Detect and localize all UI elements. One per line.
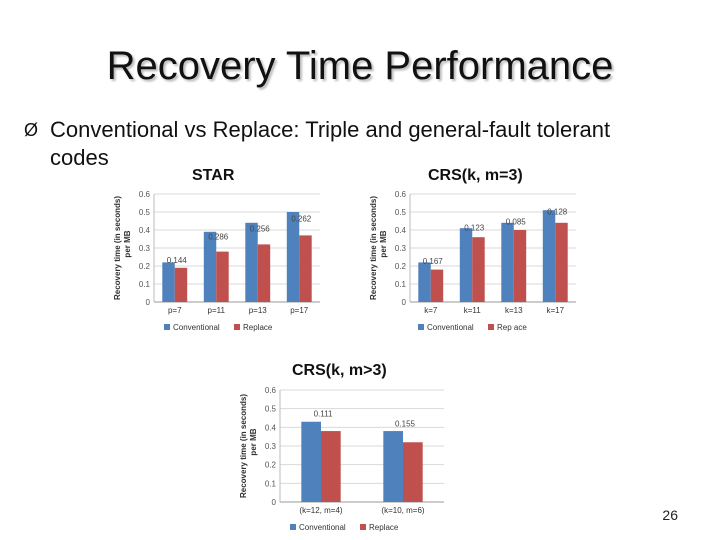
bar-conventional	[286, 212, 300, 302]
slide-title: Recovery Time Performance	[106, 44, 614, 88]
bar-conventional	[203, 231, 217, 302]
chart-svg: 0 0.1 0.2 0.3 0.4 0.5 0.6 Recovery time (in sec…	[239, 386, 444, 532]
y-tick-label: 0.2	[265, 461, 277, 470]
bar-conventional	[383, 431, 403, 502]
page-number: 26	[662, 507, 678, 523]
y-tick-label: 0.3	[139, 244, 151, 253]
legend-label: Rep ace	[497, 323, 527, 332]
y-axis-label-unit: per MB	[249, 428, 258, 455]
chart-crs-m3: 0 0.1 0.2 0.3 0.4 0.5 0.6 Recovery time (in sec…	[364, 184, 582, 336]
y-tick-label: 0.1	[395, 280, 407, 289]
x-tick-label: p=17	[290, 306, 309, 315]
y-tick-label: 0.5	[139, 208, 151, 217]
y-tick-label: 0	[146, 298, 151, 307]
y-tick-label: 0.5	[265, 405, 277, 414]
bar-annotation: 0.144	[167, 256, 188, 265]
chart-svg: 0 0.1 0.2 0.3 0.4 0.5 0.6 Recovery time (in sec…	[369, 190, 576, 332]
y-tick-label: 0.4	[139, 226, 151, 235]
y-tick-label: 0	[402, 298, 407, 307]
bar-replace	[257, 244, 271, 302]
y-axis-label: Recovery time (in seconds)	[369, 196, 378, 300]
chart-crs-mgt3: 0 0.1 0.2 0.3 0.4 0.5 0.6 Recovery time (in sec…	[234, 380, 450, 536]
bar-annotation: 0.111	[314, 409, 333, 418]
x-tick-label: k=17	[546, 306, 564, 315]
x-tick-label: p=7	[168, 306, 182, 315]
bar-conventional	[501, 222, 514, 302]
legend-swatch	[234, 324, 240, 330]
chart-svg: 0 0.1 0.2 0.3 0.4 0.5 0.6 Recovery time (in sec…	[113, 190, 320, 332]
bar-annotation: 0.128	[547, 208, 568, 217]
legend-label: Conventional	[427, 323, 474, 332]
y-tick-label: 0.5	[395, 208, 407, 217]
y-tick-label: 0.6	[395, 190, 407, 199]
x-tick-label: k=7	[424, 306, 438, 315]
x-tick-label: (k=12, m=4)	[299, 506, 342, 515]
arrow-bullet-icon: Ø	[24, 120, 39, 140]
y-tick-label: 0.4	[265, 423, 277, 432]
bar-conventional	[245, 222, 258, 302]
y-tick-label: 0.1	[265, 479, 277, 488]
legend-label: Conventional	[299, 523, 346, 532]
y-axis-label-unit: per MB	[379, 230, 388, 257]
y-tick-label: 0.1	[139, 280, 151, 289]
bar-replace	[472, 237, 485, 302]
bar-replace	[403, 442, 423, 502]
bar-replace	[216, 251, 229, 302]
bar-annotation: 0.262	[291, 215, 312, 224]
x-tick-label: (k=10, m=6)	[381, 506, 424, 515]
bullet-text-line1: Conventional vs Replace: Triple and gene…	[50, 117, 611, 142]
y-axis-label-unit: per MB	[123, 230, 132, 257]
x-tick-label: p=11	[208, 306, 226, 315]
legend-label: Conventional	[173, 323, 220, 332]
bar-annotation: 0.286	[208, 233, 229, 242]
chart-title-crs-mgt3: CRS(k, m>3)	[292, 362, 387, 379]
x-tick-label: k=11	[464, 306, 482, 315]
bar-replace	[321, 431, 341, 502]
y-tick-label: 0.4	[395, 226, 407, 235]
bar-conventional	[162, 262, 175, 302]
legend-swatch	[290, 524, 296, 530]
bar-replace	[555, 222, 568, 302]
bar-conventional	[418, 262, 431, 302]
bar-annotation: 0.123	[464, 224, 485, 233]
legend-swatch	[360, 524, 366, 530]
bar-conventional	[542, 210, 556, 302]
legend-swatch	[418, 324, 424, 330]
bar-replace	[299, 235, 312, 302]
chart-title-star: STAR	[192, 167, 235, 184]
bar-replace	[174, 267, 188, 302]
bar-conventional	[301, 421, 321, 502]
y-axis-label: Recovery time (in seconds)	[239, 394, 248, 498]
y-tick-label: 0.6	[139, 190, 151, 199]
chart-star: 0 0.1 0.2 0.3 0.4 0.5 0.6 Recovery time (in sec…	[110, 184, 326, 336]
legend-label: Replace	[243, 323, 273, 332]
bar-replace	[513, 230, 527, 302]
bar-annotation: 0.256	[250, 225, 271, 234]
y-axis-label: Recovery time (in seconds)	[113, 196, 122, 300]
y-tick-label: 0.2	[395, 262, 407, 271]
bullet-text-line2: codes	[50, 145, 109, 170]
bar-annotation: 0.085	[506, 217, 527, 226]
y-tick-label: 0.6	[265, 386, 277, 395]
legend-swatch	[488, 324, 494, 330]
bar-conventional	[459, 228, 473, 302]
bar-annotation: 0.167	[423, 257, 444, 266]
x-tick-label: k=13	[505, 306, 523, 315]
bar-replace	[430, 269, 444, 302]
legend-swatch	[164, 324, 170, 330]
y-tick-label: 0.3	[395, 244, 407, 253]
chart-title-crs-m3: CRS(k, m=3)	[428, 167, 523, 184]
bar-annotation: 0.155	[395, 420, 416, 429]
y-tick-label: 0	[272, 498, 277, 507]
legend-label: Replace	[369, 523, 399, 532]
y-tick-label: 0.2	[139, 262, 151, 271]
y-tick-label: 0.3	[265, 442, 277, 451]
x-tick-label: p=13	[249, 306, 268, 315]
